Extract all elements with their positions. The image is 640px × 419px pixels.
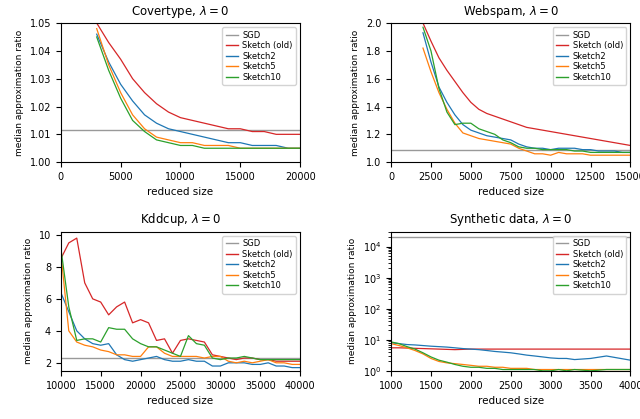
- Legend: SGD, Sketch (old), Sketch2, Sketch5, Sketch10: SGD, Sketch (old), Sketch2, Sketch5, Ske…: [222, 27, 296, 85]
- X-axis label: reduced size: reduced size: [477, 396, 544, 406]
- Legend: SGD, Sketch (old), Sketch2, Sketch5, Sketch10: SGD, Sketch (old), Sketch2, Sketch5, Ske…: [552, 236, 626, 294]
- Title: Covertype, $\lambda = 0$: Covertype, $\lambda = 0$: [131, 4, 230, 20]
- Title: Kddcup, $\lambda = 0$: Kddcup, $\lambda = 0$: [140, 211, 221, 228]
- Title: Webspam, $\lambda = 0$: Webspam, $\lambda = 0$: [463, 3, 559, 20]
- Y-axis label: median approximation ratio: median approximation ratio: [24, 238, 33, 365]
- Title: Synthetic data, $\lambda = 0$: Synthetic data, $\lambda = 0$: [449, 211, 572, 228]
- Legend: SGD, Sketch (old), Sketch2, Sketch5, Sketch10: SGD, Sketch (old), Sketch2, Sketch5, Ske…: [552, 27, 626, 85]
- Y-axis label: median approximation ratio: median approximation ratio: [15, 29, 24, 156]
- X-axis label: reduced size: reduced size: [147, 396, 214, 406]
- X-axis label: reduced size: reduced size: [477, 187, 544, 197]
- Y-axis label: median approximation ratio: median approximation ratio: [351, 29, 360, 156]
- Y-axis label: median approximation ratio: median approximation ratio: [348, 238, 357, 365]
- Legend: SGD, Sketch (old), Sketch2, Sketch5, Sketch10: SGD, Sketch (old), Sketch2, Sketch5, Ske…: [222, 236, 296, 294]
- X-axis label: reduced size: reduced size: [147, 187, 214, 197]
